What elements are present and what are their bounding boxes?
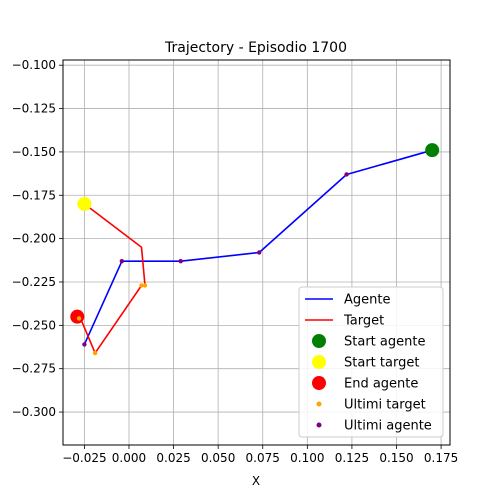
point-ultimi-agente	[256, 250, 262, 255]
point-start-agente	[425, 143, 440, 158]
x-tick-label: 0.150	[379, 451, 413, 465]
legend-swatch-start-agente	[312, 334, 326, 348]
point-ultimi-target	[92, 350, 98, 356]
y-tick-label: −0.200	[12, 232, 56, 246]
legend-box	[298, 286, 444, 438]
series-line-agente	[83, 149, 433, 345]
point-ultimi-target	[142, 283, 148, 288]
legend-label-start-agente: Start agente	[344, 335, 425, 350]
point-end-agente	[70, 309, 85, 324]
legend-swatch-end-agente	[312, 376, 326, 390]
y-tick-label: −0.150	[12, 145, 56, 159]
x-tick-label: 0.100	[290, 451, 324, 465]
legend-swatch-start-target	[312, 355, 326, 369]
x-tick-label: −0.025	[62, 451, 106, 465]
point-start-target	[77, 196, 92, 211]
y-tick-label: −0.175	[12, 188, 56, 202]
legend-swatch-ultimi-target	[316, 401, 322, 407]
y-tick-label: −0.300	[12, 405, 56, 419]
x-tick-label: 0.050	[201, 451, 235, 465]
y-tick-label: −0.100	[12, 58, 56, 72]
legend-label-ultimi-agente: Ultimi agente	[344, 419, 432, 434]
legend-label-end-agente: End agente	[344, 377, 418, 392]
legend-label-target: Target	[343, 314, 384, 329]
point-ultimi-agente	[119, 258, 125, 264]
point-ultimi-agente	[178, 258, 183, 264]
plot-frame	[62, 59, 451, 446]
legend-swatch-ultimi-agente	[316, 422, 322, 428]
legend: Agente Target Start agente Start target End …	[298, 286, 444, 438]
legend-label-agente: Agente	[344, 293, 390, 308]
point-ultimi-target	[139, 283, 144, 288]
y-tick-label: −0.225	[12, 275, 56, 289]
x-tick-label: 0.075	[246, 451, 280, 465]
x-axis-label: X	[252, 474, 260, 488]
legend-label-start-target: Start target	[344, 356, 419, 371]
x-tick-label: 0.125	[335, 451, 369, 465]
y-tick-label: −0.125	[12, 102, 56, 116]
point-ultimi-agente	[82, 342, 87, 347]
point-ultimi-target	[76, 316, 82, 321]
y-tick-label: −0.275	[12, 362, 56, 376]
point-ultimi-agente	[344, 172, 349, 177]
chart-title: Trajectory - Episodio 1700	[164, 40, 347, 56]
y-tick-label: −0.250	[12, 318, 56, 332]
x-tick-label: 0.175	[424, 451, 458, 465]
x-tick-label: 0.000	[112, 451, 146, 465]
legend-label-ultimi-target: Ultimi target	[344, 398, 426, 413]
x-tick-label: 0.025	[156, 451, 190, 465]
